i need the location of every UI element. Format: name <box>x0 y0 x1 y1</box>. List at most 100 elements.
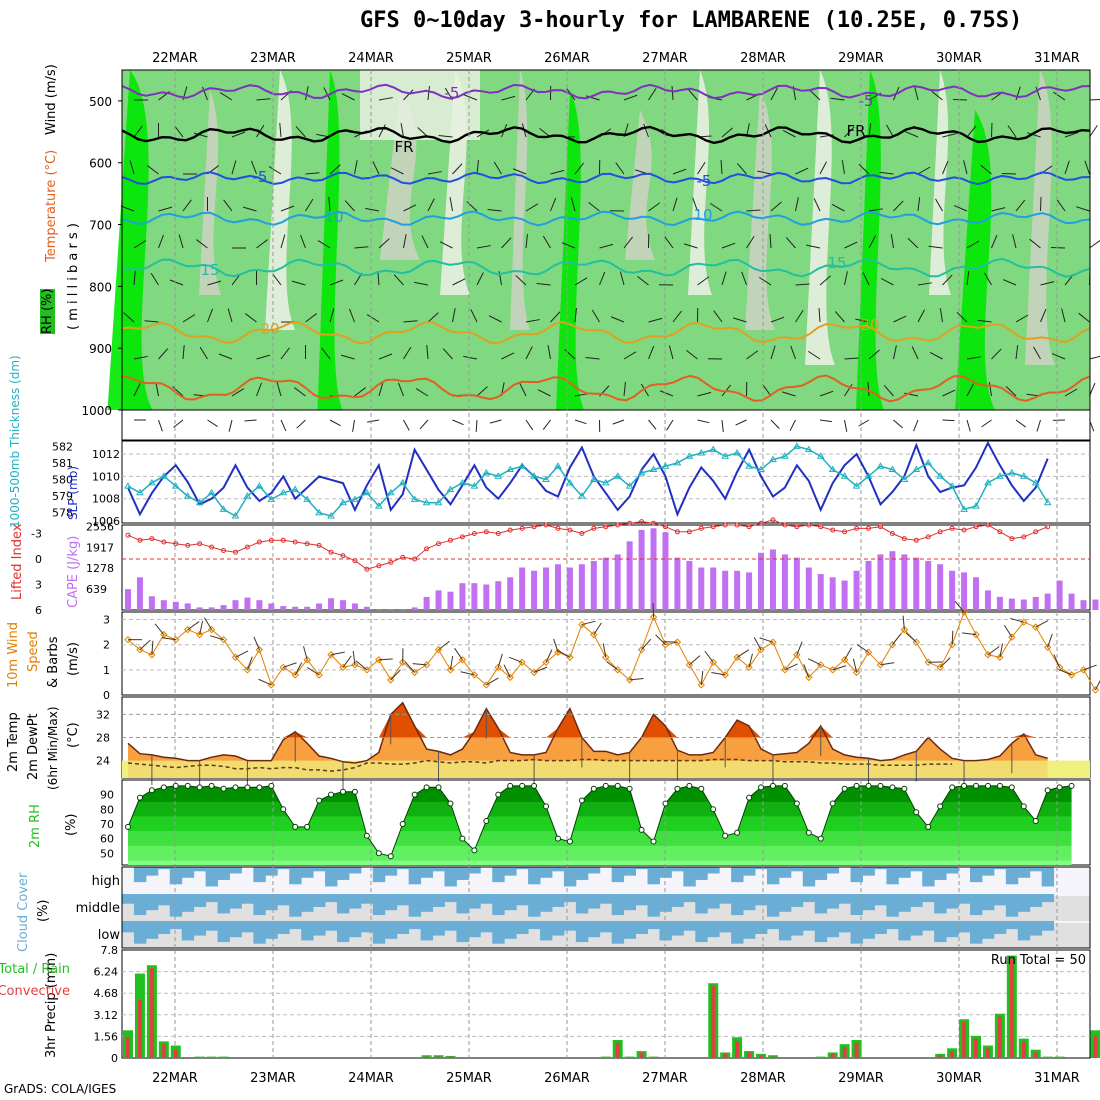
cloud-bar <box>301 867 314 878</box>
cloud-bar <box>265 894 278 911</box>
wind10-barb <box>355 660 368 671</box>
wind-barb <box>868 235 877 249</box>
cloud-bar <box>193 894 207 907</box>
rh2m-marker <box>817 835 824 842</box>
cloud-bar <box>133 894 147 916</box>
cloud-bar <box>372 867 386 883</box>
thickness-marker <box>327 512 335 519</box>
cloud-bar <box>396 921 410 934</box>
surface-wind-barb <box>966 419 971 432</box>
cape-bar <box>734 570 741 610</box>
wind10-tick: 2 <box>103 639 110 652</box>
rh-contour-region <box>265 70 295 330</box>
wind-barb <box>223 199 233 212</box>
wind-barb <box>782 129 796 138</box>
wind10-barb <box>235 650 249 658</box>
precip-total-bar <box>218 1056 229 1058</box>
rh2m-marker <box>196 784 203 791</box>
wind10-barb <box>784 663 798 671</box>
rh2m-marker <box>841 785 848 792</box>
temp-contour-label: -5 <box>445 84 460 102</box>
wind-barb <box>623 351 637 360</box>
temp-contour-label: 15 <box>827 254 846 272</box>
thickness-tick: 578 <box>52 507 73 520</box>
cloud-bar <box>946 921 959 938</box>
cape-bar <box>507 577 514 610</box>
cape-bar <box>519 567 526 610</box>
wind10-marker <box>446 666 455 674</box>
cloud-bar <box>253 921 266 944</box>
lifted-index-marker <box>627 520 633 526</box>
thickness-marker <box>1031 478 1040 486</box>
cloud-bar <box>910 867 923 872</box>
lifted-index-marker <box>388 559 394 565</box>
wind-barb <box>219 92 233 101</box>
wind-barb <box>844 126 855 138</box>
date-tick-bottom: 23MAR <box>250 1071 296 1086</box>
lifted-index-marker <box>925 534 931 540</box>
wind10-barb <box>454 647 463 661</box>
cloud-bar <box>229 921 242 938</box>
wind10-barb <box>449 655 454 670</box>
cape-bar <box>292 606 299 610</box>
lifted-index-marker <box>770 517 776 523</box>
wind10-barb <box>253 636 260 650</box>
lifted-index-marker <box>232 549 238 555</box>
lifted-index-marker <box>495 531 501 536</box>
wind-barb <box>231 388 245 397</box>
barb-strip-frame <box>121 409 1091 441</box>
wind-barb <box>648 202 661 212</box>
thickness-marker <box>231 512 240 519</box>
wind-barb <box>868 208 883 212</box>
cape-bar <box>1092 599 1099 610</box>
cloud-bar <box>958 921 971 933</box>
thickness-tick: 582 <box>52 440 73 453</box>
rh2m-marker <box>1008 784 1015 791</box>
wind-barb <box>378 238 390 249</box>
cloud-bar <box>575 867 589 880</box>
wind-barb <box>746 209 761 212</box>
thickness-marker <box>530 472 538 479</box>
cloud-bar <box>981 894 995 911</box>
lifted-index-marker <box>746 524 752 530</box>
cloud-bar <box>731 894 744 916</box>
lifted-index-marker <box>197 541 203 547</box>
cape-bar <box>984 590 991 610</box>
wind-barb <box>231 160 237 175</box>
temp-contour-label: -5 <box>253 168 268 186</box>
wind10-marker <box>948 640 956 649</box>
thickness-marker <box>362 488 371 496</box>
cloud-bar <box>922 921 935 931</box>
thickness-marker <box>291 485 300 492</box>
wind-barb <box>841 160 845 175</box>
cloud-bar <box>504 867 517 876</box>
wind-barb <box>280 347 290 360</box>
wind10-barb <box>748 653 753 668</box>
cloud-bar <box>504 921 517 939</box>
wind10-barb <box>553 638 559 653</box>
cloud-bar <box>671 894 684 907</box>
rh2m-marker <box>626 785 633 792</box>
wind-barb <box>280 205 295 212</box>
wind-barb <box>721 242 736 249</box>
rh2m-marker <box>901 785 908 792</box>
thickness-tick: 581 <box>52 457 73 470</box>
wind10-barb <box>753 637 762 650</box>
wind10-barb <box>151 640 154 655</box>
rh2m-marker <box>686 782 693 789</box>
cape-bar <box>781 554 788 610</box>
wind10-marker <box>506 673 514 682</box>
surface-wind-barb <box>819 419 832 423</box>
thickness-marker <box>422 498 431 506</box>
date-tick-bottom: 31MAR <box>1034 1071 1080 1086</box>
wind-barb <box>1089 98 1100 101</box>
lifted-index-label: Lifted Index <box>10 523 25 600</box>
cloud-bar <box>384 894 398 911</box>
cape-bar <box>399 609 406 610</box>
lifted-index-marker <box>436 541 442 547</box>
cloud-bar <box>360 894 374 904</box>
cloud-bar <box>755 894 768 906</box>
wind-barb <box>1027 132 1041 138</box>
wind10-barb <box>1083 664 1097 671</box>
precip-conv-bar <box>830 1053 835 1058</box>
